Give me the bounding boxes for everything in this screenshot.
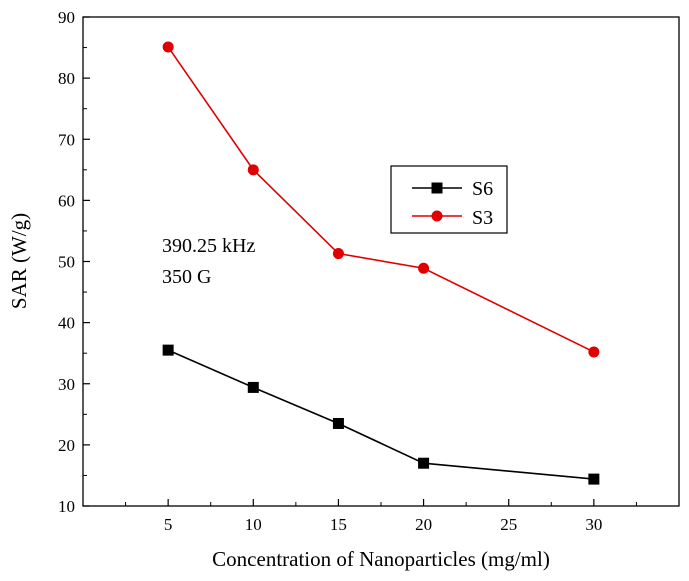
legend-label-s3: S3 (472, 207, 493, 229)
data-point-s3 (162, 41, 174, 53)
x-tick-label: 5 (164, 515, 173, 534)
y-tick-label: 30 (58, 375, 75, 394)
data-point-s6 (162, 344, 174, 356)
annotation-field: 350 G (162, 266, 211, 288)
legend: S6 S3 (390, 165, 508, 234)
data-point-s6 (418, 457, 430, 469)
series-group (162, 41, 600, 485)
y-tick-label: 20 (58, 436, 75, 455)
series-line-s3 (167, 46, 595, 353)
y-tick-label: 10 (58, 497, 75, 516)
y-tick-label: 70 (58, 130, 75, 149)
x-tick-label: 20 (415, 515, 432, 534)
data-point-s6 (332, 417, 344, 429)
y-tick-label: 60 (58, 191, 75, 210)
y-tick-label: 80 (58, 69, 75, 88)
data-point-s6 (588, 473, 600, 485)
data-point-s3 (247, 164, 259, 176)
y-axis-title: SAR (W/g) (7, 213, 31, 309)
data-point-s3 (418, 262, 430, 274)
y-tick-label: 50 (58, 253, 75, 272)
legend-box (390, 165, 508, 234)
x-tick-label: 30 (585, 515, 602, 534)
legend-marker-s3 (431, 210, 443, 222)
legend-label-s6: S6 (472, 178, 493, 200)
x-axis-title: Concentration of Nanoparticles (mg/ml) (212, 547, 550, 571)
annotation-frequency: 390.25 kHz (162, 235, 255, 257)
series-line-s6 (167, 349, 594, 480)
x-tick-label: 15 (330, 515, 347, 534)
x-tick-label: 25 (500, 515, 517, 534)
data-point-s3 (332, 248, 344, 260)
data-point-s6 (247, 381, 259, 393)
y-tick-label: 90 (58, 8, 75, 27)
x-tick-label: 10 (245, 515, 262, 534)
data-point-s3 (588, 346, 600, 358)
y-tick-label: 40 (58, 314, 75, 333)
axis-ticks: 10 20 30 40 50 60 70 80 90 5 10 15 20 25 30 (58, 8, 637, 534)
legend-marker-s6 (431, 182, 443, 194)
